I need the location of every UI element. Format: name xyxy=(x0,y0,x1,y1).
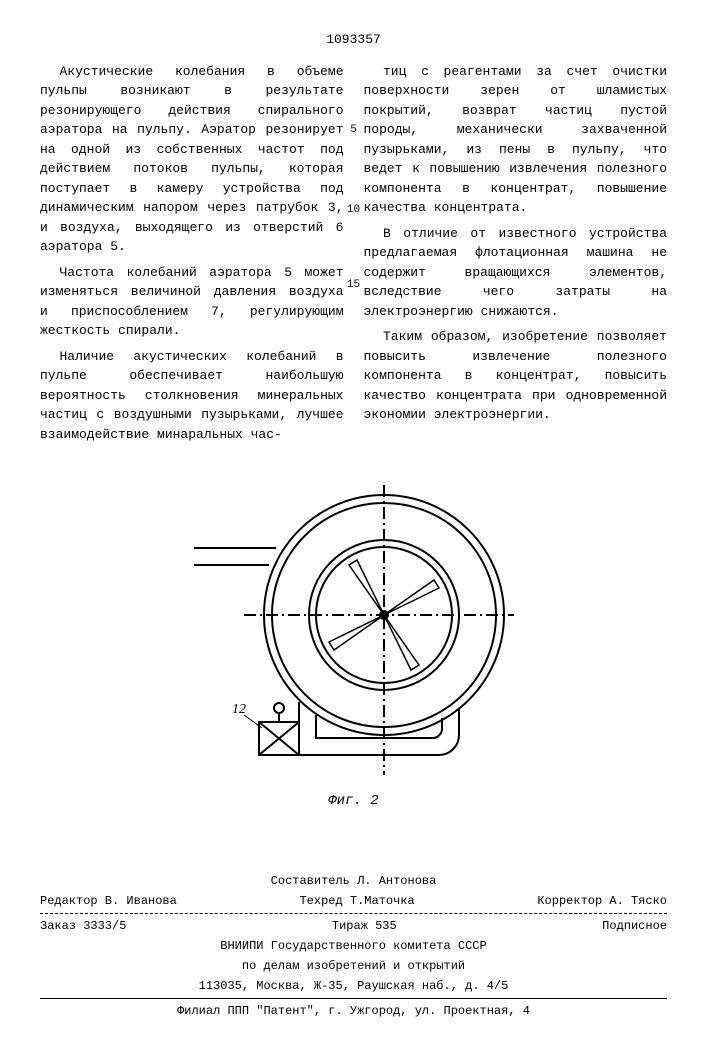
imprint-footer: Составитель Л. Антонова Редактор В. Иван… xyxy=(40,872,667,1020)
ref-number-12: 12 xyxy=(232,702,246,717)
tech-editor: Техред Т.Маточка xyxy=(299,892,414,910)
document-number: 1093357 xyxy=(40,30,667,50)
compiler-line: Составитель Л. Антонова xyxy=(40,872,667,890)
org-line-1: ВНИИПИ Государственного комитета СССР xyxy=(40,937,667,955)
line-marker: 15 xyxy=(347,277,360,294)
line-marker: 5 xyxy=(350,122,357,139)
paragraph: тиц с реагентами за счет очистки поверхн… xyxy=(364,62,668,218)
circulation: Тираж 535 xyxy=(332,917,397,935)
divider xyxy=(40,913,667,914)
figure-2: 12 Фиг. 2 xyxy=(40,470,667,812)
org-line-2: по делам изобретений и открытий xyxy=(40,957,667,975)
branch-line: Филиал ППП "Патент", г. Ужгород, ул. Про… xyxy=(40,1002,667,1020)
right-column: тиц с реагентами за счет очистки поверхн… xyxy=(364,62,668,451)
editors-row: Редактор В. Иванова Техред Т.Маточка Кор… xyxy=(40,892,667,910)
order-number: Заказ 3333/5 xyxy=(40,917,126,935)
line-marker: 10 xyxy=(347,202,360,219)
diagram-svg: 12 xyxy=(184,470,524,780)
divider xyxy=(40,998,667,999)
paragraph: Акустические колебания в объеме пульпы в… xyxy=(40,62,344,257)
corrector: Корректор А. Тяско xyxy=(537,892,667,910)
paragraph: Наличие акустических колебаний в пульпе … xyxy=(40,347,344,445)
figure-label: Фиг. 2 xyxy=(40,791,667,812)
subscription: Подписное xyxy=(602,917,667,935)
paragraph: Таким образом, изобретение позволяет пов… xyxy=(364,327,668,425)
order-row: Заказ 3333/5 Тираж 535 Подписное xyxy=(40,917,667,935)
paragraph: В отличие от известного устройства предл… xyxy=(364,224,668,322)
text-columns: Акустические колебания в объеме пульпы в… xyxy=(40,62,667,451)
editor: Редактор В. Иванова xyxy=(40,892,177,910)
left-column: Акустические колебания в объеме пульпы в… xyxy=(40,62,344,451)
address-line: 113035, Москва, Ж-35, Раушская наб., д. … xyxy=(40,977,667,995)
paragraph: Частота колебаний аэратора 5 может измен… xyxy=(40,263,344,341)
